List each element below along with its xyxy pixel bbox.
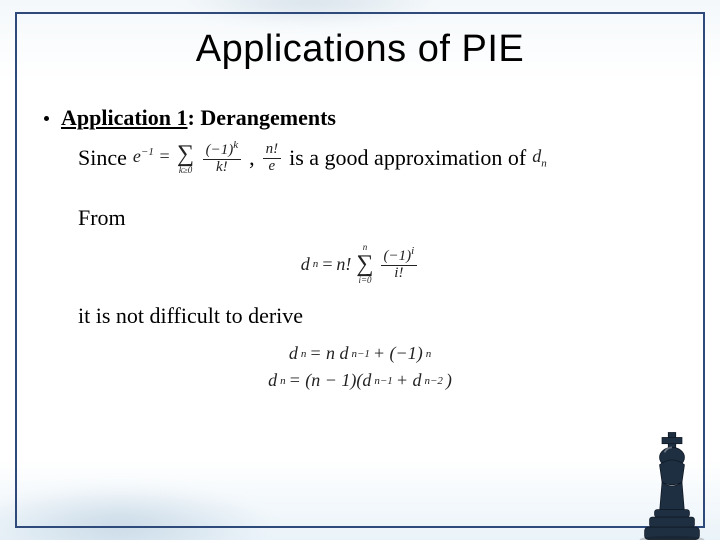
from-word: From (78, 205, 126, 231)
formula-dn-sum: dn = n! n ∑ i=0 (−1)i i! (301, 243, 419, 285)
bullet-label-rest: : Derangements (188, 105, 336, 130)
approx-phrase: is a good approximation of (289, 145, 526, 171)
chess-king-icon (634, 430, 710, 540)
formula-dn-symbol: dn (532, 146, 547, 170)
bullet-label-underlined: Application 1 (61, 105, 188, 130)
formula-recurrences: dn = n dn−1 + (−1)n dn = (n − 1)(dn−1 + … (34, 343, 686, 391)
formula-dn-sum-block: dn = n! n ∑ i=0 (−1)i i! (34, 243, 686, 285)
fraction: (−1)k k! (203, 140, 242, 176)
line-derive: it is not difficult to derive (78, 295, 686, 337)
bullet-dot-icon (44, 116, 49, 121)
sigma-icon: n ∑ i=0 (356, 243, 373, 285)
slide-content: Applications of PIE Application 1: Deran… (34, 28, 686, 512)
line-since: Since e−1 = ∑ k≥0 (−1)k k! , n! e is a g… (78, 137, 686, 179)
bullet-label: Application 1: Derangements (61, 105, 336, 131)
since-word: Since (78, 145, 127, 171)
comma: , (249, 145, 255, 171)
derive-sentence: it is not difficult to derive (78, 303, 303, 329)
slide-title: Applications of PIE (34, 28, 686, 71)
fraction: (−1)i i! (381, 246, 418, 282)
formula-e-inverse-series: e−1 = ∑ k≥0 (−1)k k! (133, 140, 243, 176)
formula-nfact-over-e: n! e (261, 142, 284, 175)
sigma-icon: ∑ k≥0 (177, 142, 194, 175)
formula-recurrence-1: dn = n dn−1 + (−1)n (289, 343, 431, 364)
bullet-application-1: Application 1: Derangements (44, 105, 686, 131)
formula-recurrence-2: dn = (n − 1)(dn−1 + dn−2) (268, 370, 452, 391)
line-from: From (78, 197, 686, 239)
